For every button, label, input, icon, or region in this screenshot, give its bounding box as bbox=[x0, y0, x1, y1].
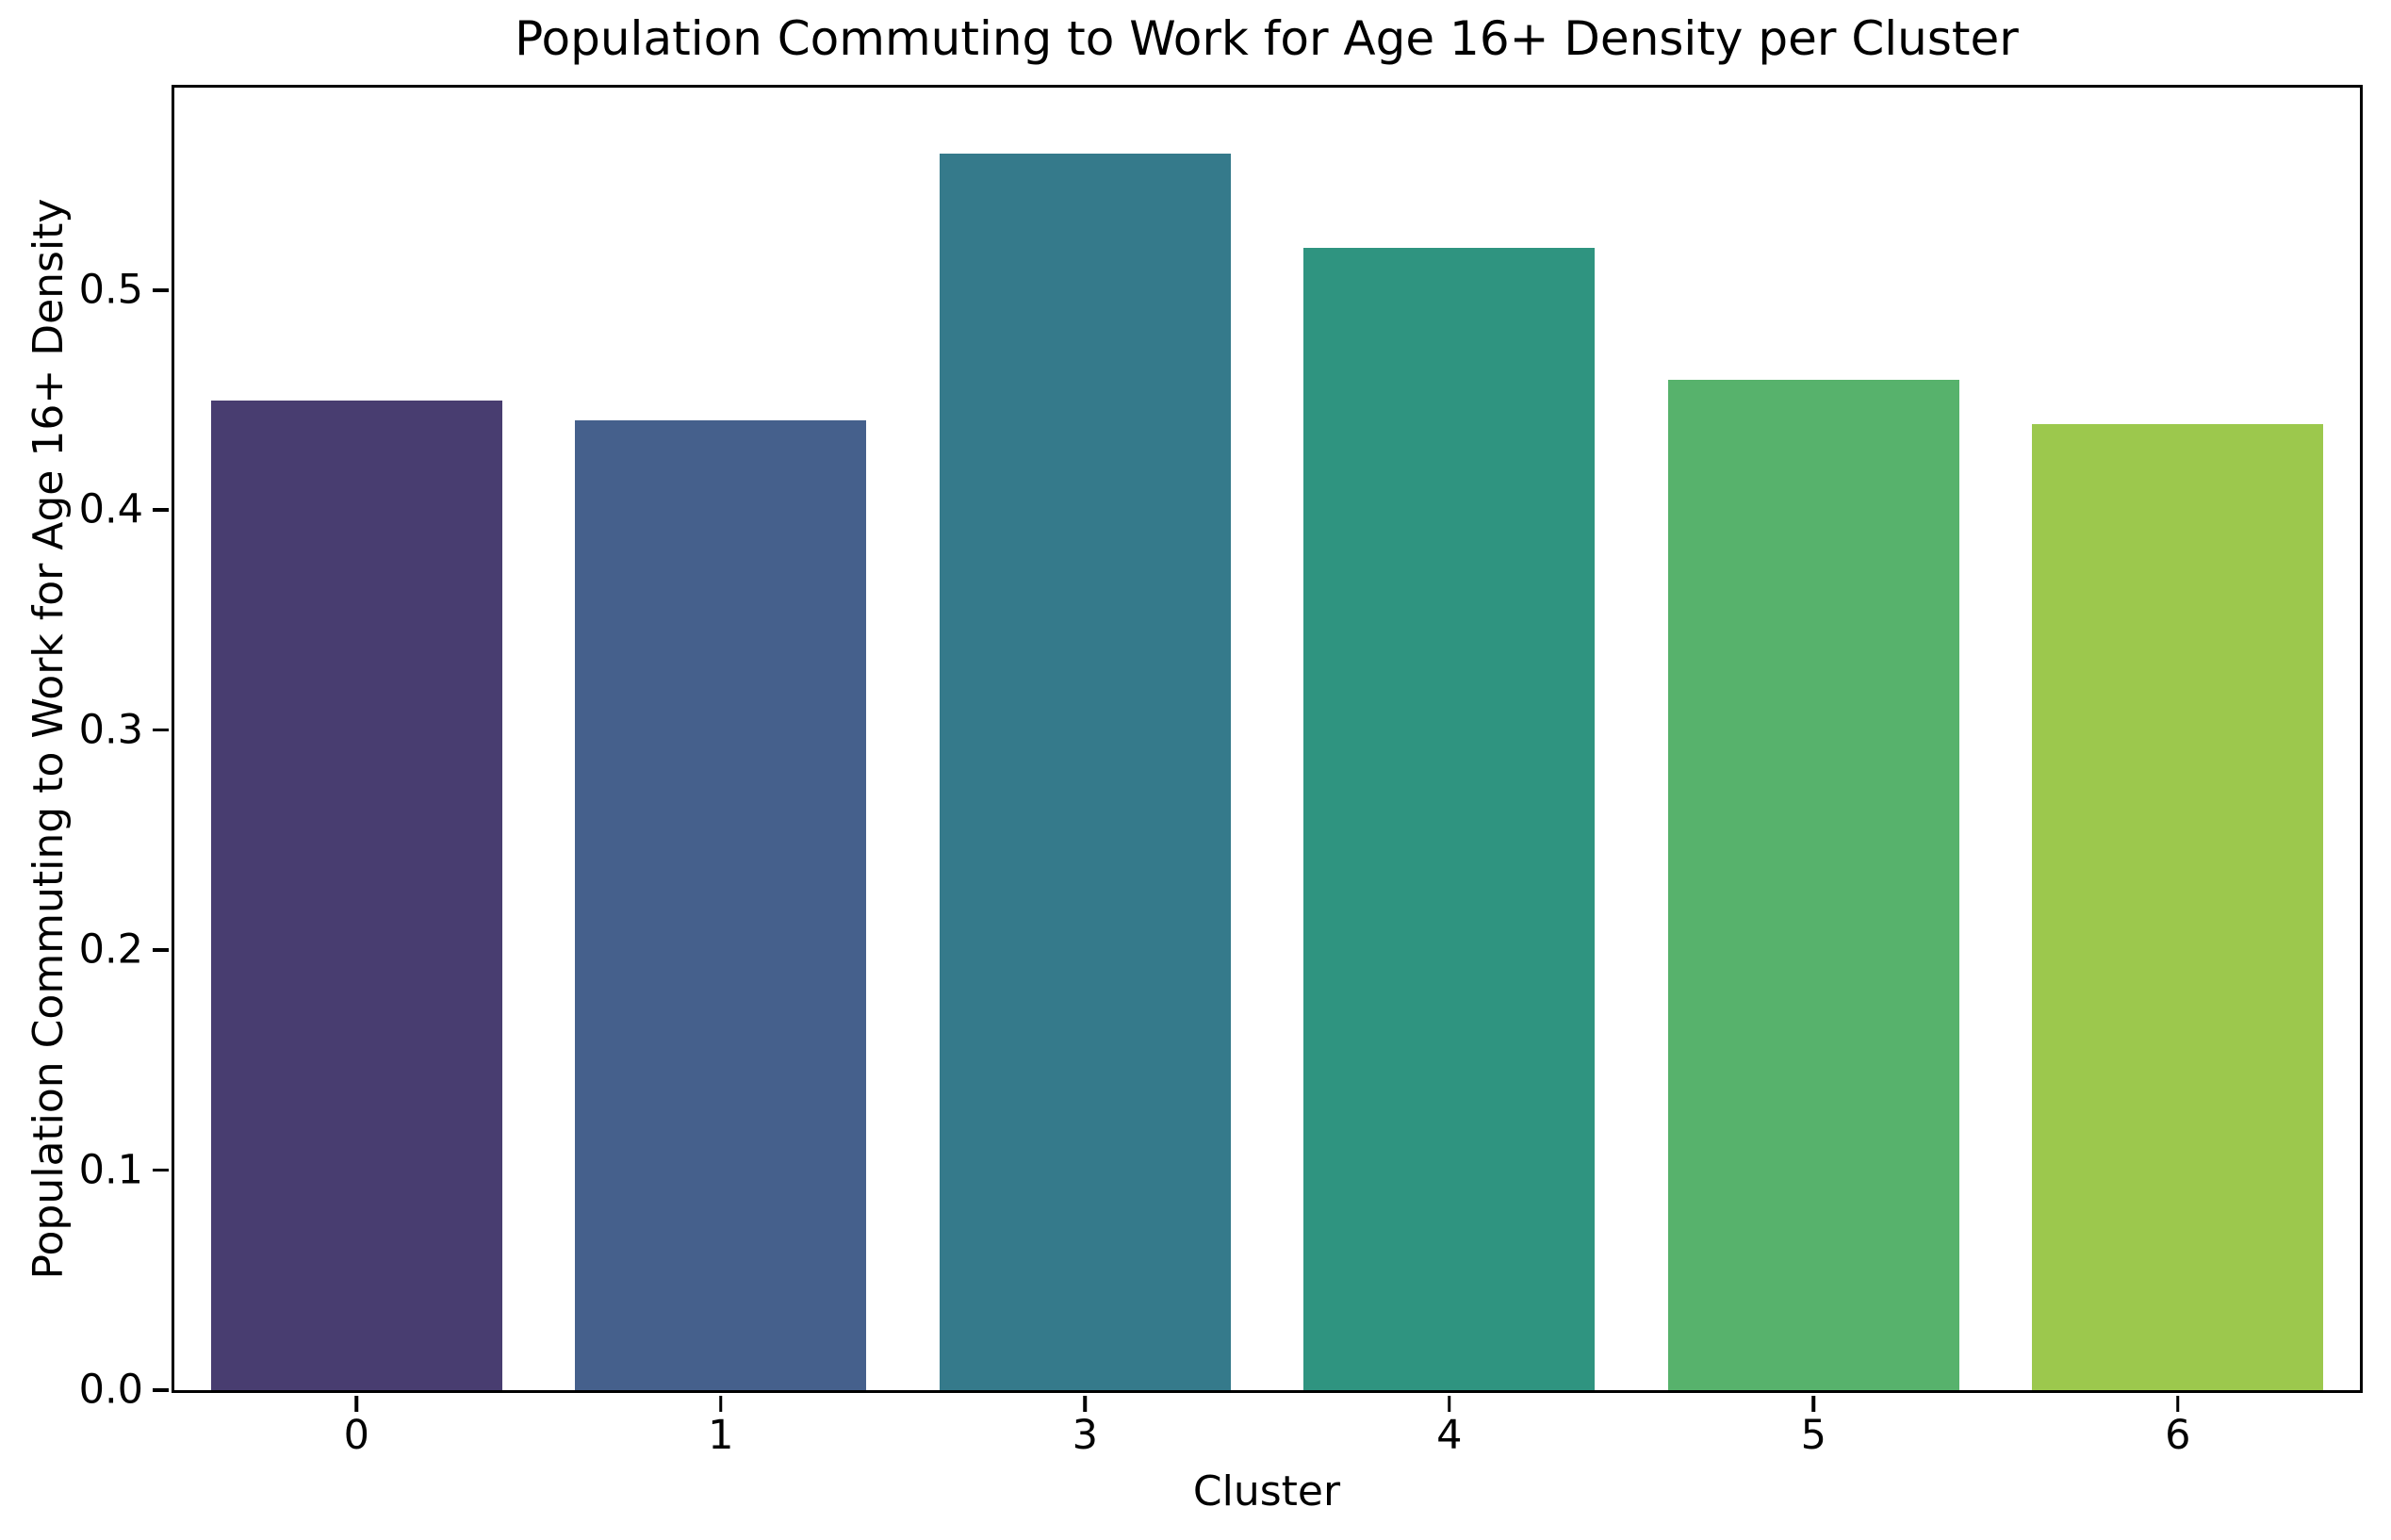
plot-area: 0.0 0.1 0.2 0.3 0.4 0.5 0 1 3 4 5 6 bbox=[79, 85, 2363, 1456]
y-axis-label: Population Commuting to Work for Age 16+… bbox=[25, 198, 73, 1280]
y-tick-mark bbox=[153, 1168, 169, 1172]
x-axis-label: Cluster bbox=[1192, 1467, 1341, 1515]
bar-cluster-5 bbox=[1667, 380, 1959, 1390]
y-tick-mark bbox=[153, 948, 169, 952]
x-tick-label: 0 bbox=[343, 1412, 369, 1459]
y-tick-label: 0.5 bbox=[78, 266, 143, 314]
y-tick-mark bbox=[153, 288, 169, 292]
bar-cluster-4 bbox=[1303, 248, 1596, 1390]
x-tick-mark bbox=[1448, 1396, 1451, 1412]
bar-cluster-3 bbox=[939, 154, 1231, 1390]
y-tick-mark bbox=[153, 508, 169, 512]
y-tick-label: 0.4 bbox=[78, 485, 143, 533]
y-tick-label: 0.2 bbox=[78, 926, 143, 974]
chart-title: Population Commuting to Work for Age 16+… bbox=[515, 11, 2019, 66]
x-tick-label: 3 bbox=[1072, 1412, 1098, 1459]
x-tick-label: 1 bbox=[708, 1412, 734, 1459]
x-tick-label: 6 bbox=[2165, 1412, 2191, 1459]
x-tick-mark bbox=[2176, 1396, 2180, 1412]
x-tick-mark bbox=[719, 1396, 723, 1412]
bar-cluster-6 bbox=[2032, 424, 2324, 1390]
x-tick-mark bbox=[1811, 1396, 1815, 1412]
x-tick-label: 5 bbox=[1800, 1412, 1826, 1459]
y-tick-label: 0.3 bbox=[78, 706, 143, 754]
y-tick-label: 0.1 bbox=[78, 1146, 143, 1194]
x-tick-label: 4 bbox=[1436, 1412, 1463, 1459]
y-tick-mark bbox=[153, 1388, 169, 1392]
bar-cluster-0 bbox=[210, 400, 502, 1390]
bar-cluster-1 bbox=[575, 419, 867, 1390]
x-tick-mark bbox=[354, 1396, 358, 1412]
x-tick-mark bbox=[1083, 1396, 1087, 1412]
y-tick-mark bbox=[153, 728, 169, 732]
y-tick-label: 0.0 bbox=[78, 1366, 143, 1414]
